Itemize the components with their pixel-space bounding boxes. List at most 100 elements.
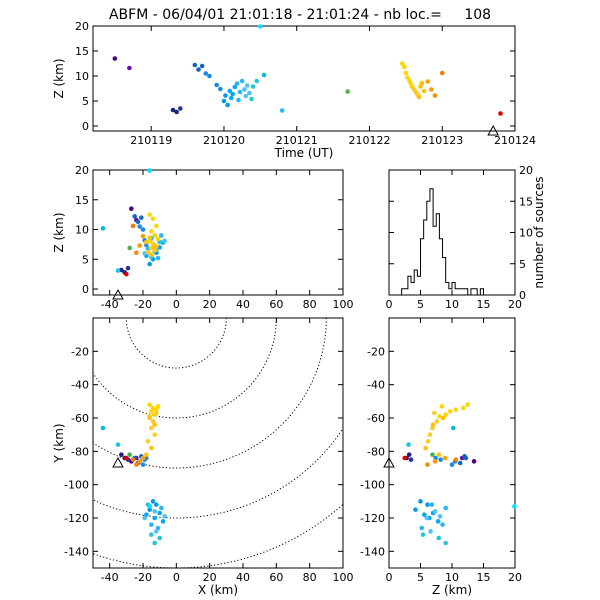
source-point	[192, 62, 198, 68]
x-tick-label: 20	[508, 571, 522, 584]
source-point	[140, 462, 146, 467]
x-tick-label: -40	[101, 571, 119, 584]
source-point	[432, 509, 438, 514]
source-point	[406, 452, 412, 457]
source-point	[140, 455, 146, 461]
source-point	[147, 235, 152, 241]
header-sep-3: -	[297, 7, 307, 23]
source-point	[512, 504, 517, 509]
source-point	[225, 102, 230, 108]
y-tick-label: 20	[519, 164, 533, 177]
y-tick-label: 0	[82, 120, 89, 133]
source-point	[447, 409, 453, 414]
source-point	[199, 63, 205, 69]
source-point	[434, 419, 440, 424]
source-point	[250, 84, 256, 89]
x-tick-label: 20	[508, 298, 522, 311]
source-point	[124, 271, 129, 277]
source-point	[429, 87, 434, 92]
source-point	[144, 239, 149, 245]
source-point	[221, 98, 227, 104]
x-tick-label: 10	[445, 298, 459, 311]
y-tick-label: 15	[75, 45, 89, 58]
source-point	[152, 245, 157, 250]
source-point	[457, 460, 463, 466]
y-tick-label: 0	[519, 289, 526, 302]
x-tick-label: 60	[269, 298, 283, 311]
source-point	[230, 91, 235, 97]
source-point	[178, 106, 183, 111]
source-point	[152, 432, 157, 437]
range-rings	[93, 318, 343, 568]
y-tick-label: -40	[367, 379, 385, 392]
y-axis-label: number of sources	[532, 176, 546, 288]
header-sep-1: -	[153, 7, 163, 23]
source-point	[279, 108, 285, 113]
histogram-steps	[401, 188, 484, 296]
source-point	[147, 415, 152, 421]
y-tick-label: -100	[360, 479, 385, 492]
source-point	[145, 249, 151, 255]
x-tick-label: 210121	[276, 134, 318, 147]
source-point	[139, 215, 144, 220]
source-point	[140, 233, 146, 239]
source-point	[424, 515, 430, 521]
source-point	[402, 455, 408, 461]
y-tick-label: -140	[64, 545, 89, 558]
source-point	[453, 457, 459, 462]
source-point	[436, 452, 442, 457]
source-point	[227, 88, 233, 94]
station-triangle	[112, 288, 124, 300]
source-point	[261, 72, 267, 78]
xz-projection-panel: -40 -20 0 20 40 60 80 100 0 5 10 15 20 Z (km)	[52, 164, 354, 311]
header-station: ABFM	[109, 7, 148, 23]
x-axis-label: X (km)	[198, 583, 238, 597]
y-tick-label: -40	[71, 379, 89, 392]
source-point	[147, 212, 152, 217]
x-tick-label: 0	[173, 571, 180, 584]
source-point	[399, 61, 405, 66]
source-point	[147, 168, 152, 173]
x-tick-label: -40	[101, 298, 119, 311]
source-point	[405, 75, 410, 80]
source-point	[115, 268, 121, 273]
y-tick-label: -100	[64, 479, 89, 492]
plot-frame	[92, 317, 344, 569]
source-point	[249, 96, 254, 102]
source-point	[155, 404, 161, 409]
x-tick-label: 80	[303, 571, 317, 584]
source-point	[239, 78, 245, 84]
source-point	[439, 70, 445, 76]
x-tick-label: 5	[417, 571, 424, 584]
y-tick-label: 15	[75, 194, 89, 207]
source-point	[150, 216, 156, 222]
source-point	[443, 540, 449, 546]
source-point	[134, 250, 139, 256]
source-point	[147, 507, 152, 512]
x-tick-label: 20	[203, 571, 217, 584]
source-point	[408, 457, 414, 462]
source-point	[207, 73, 212, 79]
source-point	[127, 452, 132, 457]
source-point	[137, 224, 142, 229]
source-point	[203, 71, 209, 76]
station-triangle	[383, 456, 395, 468]
x-tick-label: -20	[134, 298, 152, 311]
source-point	[228, 95, 234, 101]
header-count-label: nb loc.=	[383, 7, 442, 23]
y-tick-label: 20	[75, 164, 89, 177]
source-point	[420, 532, 426, 537]
x-tick-label: 100	[333, 298, 354, 311]
header-date: 06/04/01	[162, 7, 225, 23]
header-time-start: 21:01:18	[230, 7, 293, 23]
source-point	[214, 82, 219, 88]
source-point	[100, 425, 106, 431]
source-point	[152, 515, 157, 521]
source-point	[439, 404, 445, 409]
source-point	[435, 519, 441, 524]
source-point	[140, 227, 146, 232]
header-time-end: 21:01:24	[306, 7, 369, 23]
source-point	[127, 65, 132, 71]
source-point	[162, 238, 167, 244]
